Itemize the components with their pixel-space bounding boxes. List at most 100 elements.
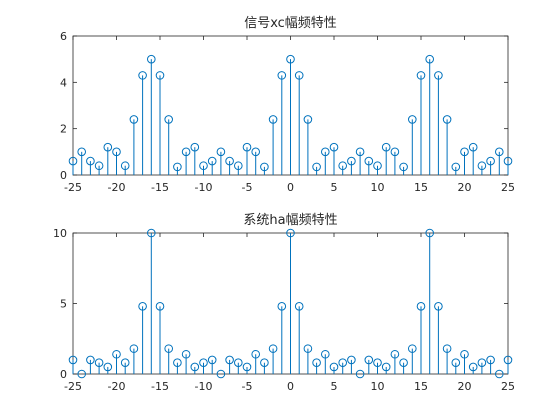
bottom-stem-marker <box>321 349 330 359</box>
bottom-stem-marker <box>286 228 295 238</box>
bottom-stem-marker <box>77 369 86 379</box>
top-stem-marker <box>364 156 374 166</box>
bottom-y-tick-label: 0 <box>60 368 67 381</box>
bottom-stem-marker <box>442 344 452 353</box>
bottom-stem-marker <box>408 344 417 353</box>
top-x-tick-label: 25 <box>501 181 515 194</box>
top-stem-marker <box>86 156 95 166</box>
bottom-stem-marker <box>120 358 130 368</box>
top-stem-marker <box>416 71 426 80</box>
top-plot: 信号xc幅频特性 -25 -20 -15 -10 -5 0 5 10 15 20 25 0 2 4 6 <box>60 16 515 194</box>
top-x-tick-label: -15 <box>151 181 169 194</box>
bottom-stem-marker <box>173 358 182 368</box>
bottom-stem-marker <box>338 358 348 368</box>
bottom-stem-marker <box>416 302 426 311</box>
bottom-stem-marker <box>155 302 165 311</box>
bottom-stem-marker <box>277 302 287 311</box>
top-stem-marker <box>329 142 339 152</box>
top-stem-marker <box>190 142 200 152</box>
top-stem-marker <box>68 156 78 166</box>
top-stem-marker <box>468 142 478 152</box>
bottom-stem-marker <box>207 355 217 365</box>
bottom-stem-marker <box>225 355 234 365</box>
bottom-stem-marker <box>138 302 147 311</box>
bottom-x-tick-label: -25 <box>64 380 82 393</box>
bottom-x-tick-label: -10 <box>195 380 213 393</box>
top-x-tick-label: -25 <box>64 181 82 194</box>
bottom-stem-marker <box>147 228 156 238</box>
top-stem-marker <box>399 162 408 172</box>
bottom-stem-marker <box>303 344 313 353</box>
top-stem-marker <box>199 161 208 171</box>
bottom-stem-marker <box>468 362 478 372</box>
bottom-x-tick-label: -5 <box>242 380 253 393</box>
top-y-tick-label: 4 <box>60 76 67 89</box>
bottom-stem-marker <box>103 362 113 372</box>
bottom-y-tick-label: 5 <box>60 298 67 311</box>
top-stem-marker <box>451 162 461 172</box>
top-stem-marker <box>94 161 104 171</box>
bottom-stem-marker <box>268 344 278 353</box>
top-stem-marker <box>303 115 313 124</box>
bottom-stem-marker <box>312 358 321 368</box>
top-stem-marker <box>173 162 182 172</box>
top-stem-marker <box>268 115 278 124</box>
bottom-stem-marker <box>190 362 200 372</box>
bottom-stem-marker <box>68 355 78 365</box>
bottom-stem-marker <box>199 358 208 368</box>
bottom-stem-marker <box>503 355 513 365</box>
top-y-tick-label: 0 <box>60 169 67 182</box>
top-stem-marker <box>225 156 234 166</box>
bottom-stem-marker <box>260 358 269 368</box>
top-stem-marker <box>129 115 139 124</box>
bottom-stem-marker <box>86 355 95 365</box>
bottom-x-tick-label: 0 <box>287 380 294 393</box>
top-x-tick-label: 5 <box>331 181 338 194</box>
bottom-stem-marker <box>251 349 260 359</box>
top-x-tick-label: -10 <box>195 181 213 194</box>
top-stem-marker <box>312 162 321 172</box>
top-x-tick-label: -20 <box>108 181 126 194</box>
top-stem-marker <box>425 54 435 64</box>
bottom-stem-marker <box>329 362 339 372</box>
top-chart-title: 信号xc幅频特性 <box>244 16 337 31</box>
top-stem-marker <box>321 147 330 157</box>
bottom-plot: 系统ha幅频特性 -25 -20 -15 -10 -5 0 5 10 15 20 25 0 5 10 <box>53 213 515 393</box>
top-stem-marker <box>294 71 304 80</box>
top-stem-marker <box>242 142 252 152</box>
top-y-tick-label: 6 <box>60 30 67 43</box>
bottom-stem-marker <box>381 362 391 372</box>
top-stem-marker <box>207 156 217 166</box>
top-stem-marker <box>460 147 469 157</box>
top-stem-marker <box>155 71 165 80</box>
top-x-tick-label: 0 <box>287 181 294 194</box>
top-stem-marker <box>138 71 147 80</box>
bottom-stem-marker <box>434 302 443 311</box>
bottom-stem-marker <box>460 349 469 359</box>
bottom-stem-marker <box>347 355 356 365</box>
bottom-stem-marker <box>112 349 121 359</box>
bottom-chart-title: 系统ha幅频特性 <box>243 213 337 228</box>
top-stem-marker <box>277 71 287 80</box>
bottom-x-tick-label: 20 <box>458 380 472 393</box>
top-stem-marker <box>120 161 130 171</box>
bottom-stem-marker <box>355 369 365 379</box>
top-stem-marker <box>216 147 226 157</box>
bottom-x-tick-label: 15 <box>414 380 428 393</box>
top-x-tick-label: 10 <box>371 181 385 194</box>
top-stem-marker <box>434 71 443 80</box>
top-stem-marker <box>390 147 400 157</box>
top-stem-marker <box>495 147 504 157</box>
top-stem-marker <box>181 147 191 157</box>
top-x-tick-label: -5 <box>242 181 253 194</box>
top-stem-marker <box>147 54 156 64</box>
top-stem-marker <box>251 147 260 157</box>
bottom-stem-marker <box>164 344 173 353</box>
top-stem-marker <box>373 161 382 171</box>
top-stem-marker <box>77 147 86 157</box>
bottom-stem-marker <box>399 358 408 368</box>
top-stem-marker <box>260 162 269 172</box>
top-stem-marker <box>164 115 173 124</box>
